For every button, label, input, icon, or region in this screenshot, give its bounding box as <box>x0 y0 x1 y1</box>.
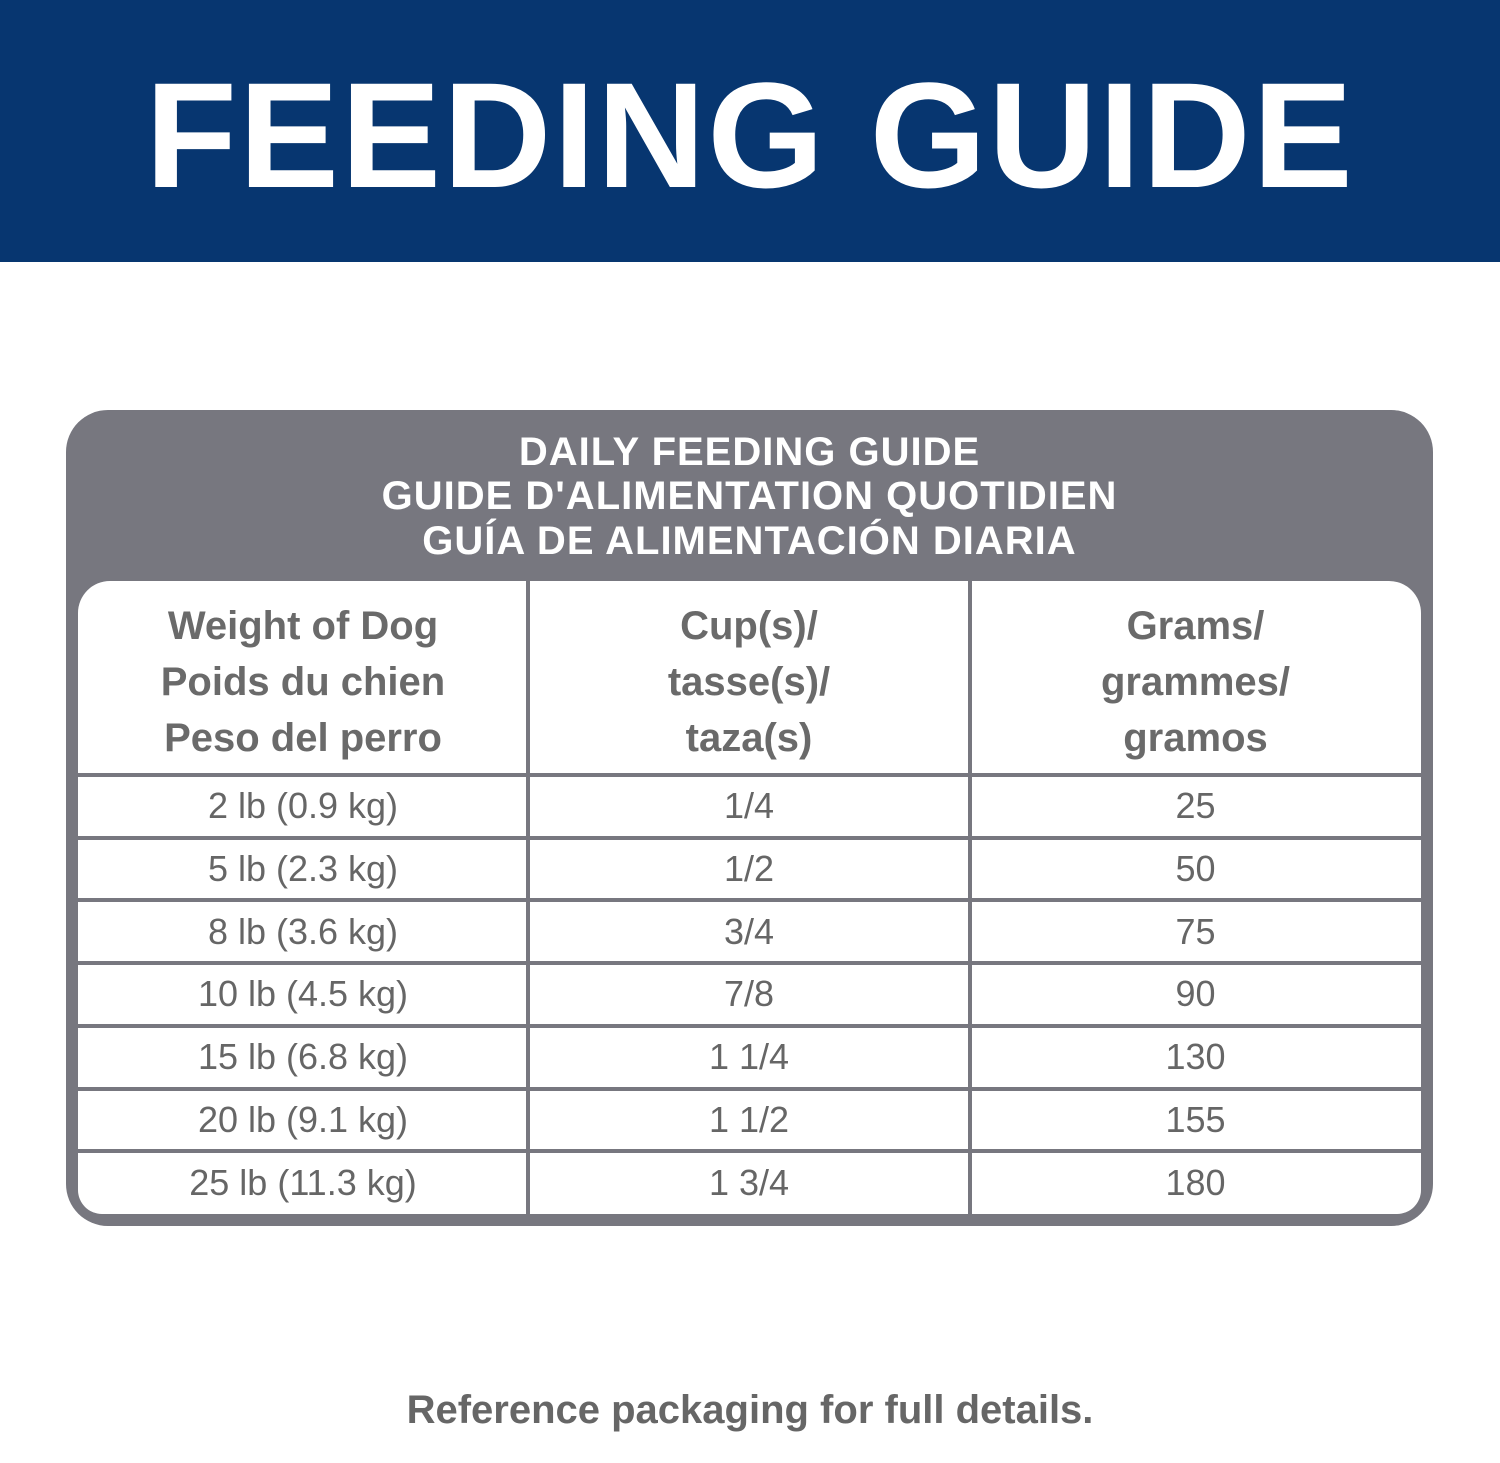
column-header-line: Peso del perro <box>164 716 442 760</box>
column-header-line: grammes/ <box>1101 660 1290 704</box>
table-cell: 1 3/4 <box>708 1161 790 1203</box>
table-cell: 130 <box>1165 1036 1226 1078</box>
table-cell: 75 <box>1175 910 1216 952</box>
table-cell: 90 <box>1175 973 1216 1015</box>
column-header-line: Weight of Dog <box>167 604 439 648</box>
row-divider <box>78 898 1421 903</box>
table-cell: 1 1/4 <box>708 1036 790 1078</box>
table-cell: 155 <box>1165 1098 1226 1140</box>
column-header-line: taza(s) <box>685 716 813 760</box>
table-cell: 10 lb (4.5 kg) <box>197 973 409 1015</box>
column-header: Grams/grammes/gramos <box>970 589 1421 775</box>
table-cell: 50 <box>1175 848 1216 890</box>
table-cell: 1 1/2 <box>708 1098 790 1140</box>
table-cell: 3/4 <box>723 910 775 952</box>
column-header: Weight of Dog Poids du chien Peso del perr… <box>78 589 528 775</box>
column-header: Cup(s)/ tasse(s)/ taza(s) <box>528 589 970 775</box>
table-cell: 7/8 <box>723 973 775 1015</box>
column-header-line: gramos <box>1123 716 1268 760</box>
table-cell: 180 <box>1165 1161 1226 1203</box>
row-divider <box>78 961 1421 966</box>
row-divider <box>78 1023 1421 1028</box>
table-cell: 8 lb (3.6 kg) <box>207 910 399 952</box>
row-divider <box>78 1086 1421 1091</box>
table: Weight of Dog Poids du chien Peso del perr… <box>78 581 1421 1214</box>
table-cell: 1/4 <box>723 785 775 827</box>
row-divider <box>78 1149 1421 1154</box>
column-header-line: Grams/ <box>1126 604 1265 648</box>
table-title: GUIDE D'ALIMENTATION QUOTIDIEN <box>381 474 1118 518</box>
row-divider <box>78 835 1421 840</box>
column-header-line: tasse(s)/ <box>667 660 831 704</box>
page-title: FEEDING GUIDE <box>145 51 1355 219</box>
footer-note: Reference packaging for full details. <box>406 1388 1094 1432</box>
table-cell: 25 lb (11.3 kg) <box>189 1161 417 1203</box>
column-header-line: Cup(s)/ <box>680 604 818 648</box>
table-cell: 20 lb (9.1 kg) <box>197 1098 409 1140</box>
table-cell: 25 <box>1175 785 1216 827</box>
table-cell: 2 lb (0.9 kg) <box>207 785 399 827</box>
table-title: DAILY FEEDING GUIDE <box>518 430 981 474</box>
table-cell: 5 lb (2.3 kg) <box>207 848 399 890</box>
column-header-line: Poids du chien <box>160 660 446 704</box>
table-title: GUÍA DE ALIMENTACIÓN DIARIA <box>422 519 1077 563</box>
column-divider <box>526 581 530 1214</box>
table-cell: 1/2 <box>723 848 775 890</box>
row-divider <box>78 773 1421 777</box>
table-cell: 15 lb (6.8 kg) <box>197 1036 409 1078</box>
column-divider <box>968 581 972 1214</box>
banner: FEEDING GUIDE <box>0 0 1500 262</box>
